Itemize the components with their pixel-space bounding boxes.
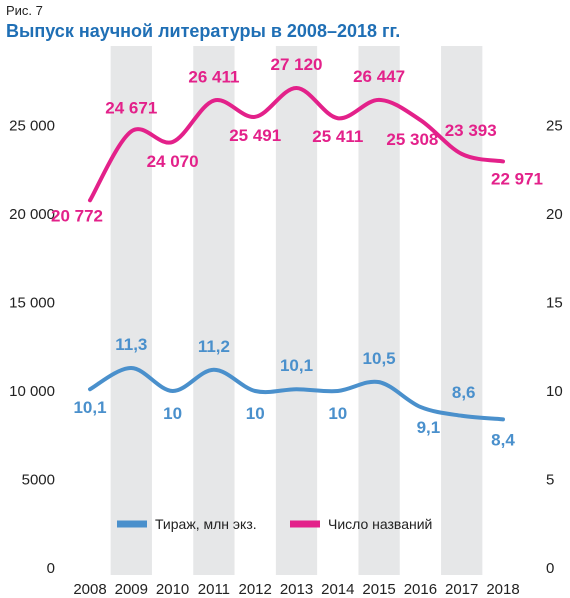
titles-data-label: 25 308: [386, 130, 438, 149]
y-right-tick-label: 0: [546, 560, 554, 577]
titles-data-label: 23 393: [445, 121, 497, 140]
y-left-tick-label: 25 000: [9, 118, 55, 135]
x-tick-label: 2008: [73, 581, 106, 598]
y-right-tick-label: 10: [546, 383, 563, 400]
x-tick-label: 2017: [445, 581, 478, 598]
y-left-tick-label: 5000: [22, 472, 55, 489]
chart-title: Выпуск научной литературы в 2008–2018 гг…: [6, 21, 401, 41]
titles-data-label: 25 411: [312, 127, 363, 146]
x-tick-label: 2009: [115, 581, 148, 598]
titles-data-label: 20 772: [51, 206, 103, 225]
y-left-tick-label: 15 000: [9, 295, 55, 312]
titles-data-label: 24 671: [105, 98, 157, 117]
data-labels: 20 772 24 671 24 070 26 411 25 491 27 120 25 4…: [51, 55, 543, 449]
legend-label: Тираж, млн экз.: [155, 516, 257, 532]
circulation-data-label: 8,6: [452, 383, 476, 402]
y-right-tick-label: 15: [546, 295, 563, 312]
circulation-data-label: 10: [246, 404, 265, 423]
titles-data-label: 25 491: [229, 126, 281, 145]
circulation-data-label: 11,2: [198, 337, 230, 356]
titles-data-label: 26 411: [188, 68, 239, 87]
y-right-tick-label: 5: [546, 472, 554, 489]
series-lines: [88, 85, 505, 422]
circulation-data-label: 11,3: [115, 335, 147, 354]
titles-series-line: [88, 85, 505, 203]
y-right-tick-label: 25: [546, 118, 563, 135]
y-left-tick-label: 10 000: [9, 383, 55, 400]
y-axis-left: 0 5000 10 000 15 000 20 000 25 000: [9, 118, 55, 578]
background-bands: [110, 46, 483, 575]
band-2011: [193, 46, 235, 575]
y-left-tick-label: 20 000: [9, 206, 55, 223]
y-right-tick-label: 20: [546, 206, 563, 223]
x-tick-label: 2015: [362, 581, 395, 598]
titles-data-label: 26 447: [353, 67, 405, 86]
y-left-tick-label: 0: [47, 560, 55, 577]
band-2017: [441, 46, 483, 575]
titles-data-label: 22 971: [491, 169, 543, 188]
band-2009: [110, 46, 152, 575]
x-tick-label: 2013: [280, 581, 313, 598]
circulation-data-label: 10: [328, 404, 347, 423]
x-tick-label: 2011: [198, 581, 230, 598]
x-tick-label: 2012: [239, 581, 272, 598]
circulation-data-label: 10,5: [363, 349, 396, 368]
circulation-data-label: 10,1: [280, 356, 313, 375]
x-axis: 2008 2009 2010 2011 2012 2013 2014 2015 2016 2017…: [73, 581, 519, 598]
x-tick-label: 2014: [321, 581, 354, 598]
circulation-data-label: 10,1: [73, 398, 106, 417]
x-tick-label: 2016: [404, 581, 437, 598]
x-tick-label: 2010: [156, 581, 189, 598]
y-axis-right: 0 5 10 15 20 25: [546, 118, 563, 578]
titles-data-label: 24 070: [147, 152, 199, 171]
circulation-data-label: 8,4: [491, 430, 515, 449]
circulation-data-label: 10: [163, 404, 182, 423]
legend: Тираж, млн экз. Число названий: [117, 516, 432, 532]
titles-data-label: 27 120: [271, 55, 323, 74]
band-2013: [275, 46, 318, 575]
figure-label: Рис. 7: [6, 3, 43, 18]
legend-label: Число названий: [328, 516, 432, 532]
circulation-series-line: [88, 365, 505, 422]
x-tick-label: 2018: [486, 581, 519, 598]
circulation-data-label: 9,1: [417, 418, 441, 437]
band-2015: [358, 46, 400, 575]
